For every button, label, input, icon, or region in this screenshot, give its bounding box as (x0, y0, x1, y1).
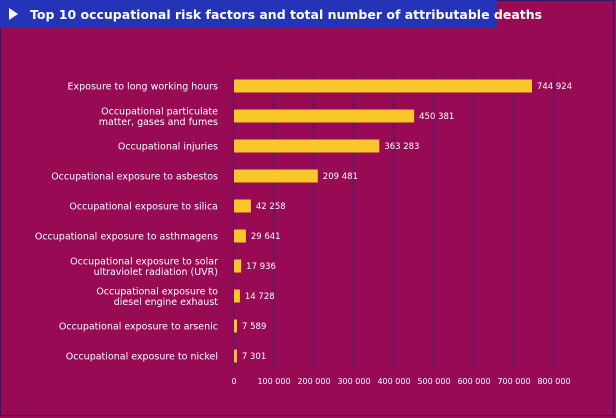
bar (234, 289, 240, 303)
bar-value-label: 14 728 (245, 292, 275, 302)
bar (234, 349, 237, 363)
x-tick-label: 600 000 (457, 377, 490, 386)
category-label-line: Occupational exposure to asthmagens (35, 232, 218, 243)
bar-value-label: 7 589 (242, 322, 266, 332)
x-tick-label: 700 000 (497, 377, 530, 386)
category-label-line: Occupational injuries (118, 142, 218, 153)
bar-value-label: 744 924 (537, 82, 572, 92)
category-label-line: ultraviolet radiation (UVR) (94, 267, 218, 278)
category-label: Occupational exposure to solar ultraviole… (70, 256, 218, 278)
x-tick-label: 300 000 (337, 377, 370, 386)
category-label: Occupational exposure to arsenic (59, 322, 218, 333)
category-label-line: Occupational exposure to solar (70, 256, 218, 267)
category-label: Occupational particulate matter, gases an… (99, 106, 218, 128)
category-label: Occupational exposure to asthmagens (35, 232, 218, 243)
x-tick-label: 200 000 (297, 377, 330, 386)
play-icon[interactable] (9, 8, 18, 20)
category-label-line: Occupational exposure to (96, 286, 218, 297)
bar (234, 169, 318, 183)
bar (234, 199, 251, 213)
bar-value-label: 29 641 (251, 232, 281, 242)
x-tick-label: 100 000 (257, 377, 290, 386)
category-label: Occupational exposure to asbestos (51, 172, 218, 183)
x-tick-label: 0 (231, 377, 236, 386)
category-label-line: Exposure to long working hours (68, 82, 219, 93)
x-tick-label: 800 000 (537, 377, 570, 386)
category-label: Occupational exposure to diesel engine ex… (96, 286, 218, 308)
x-tick-label: 400 000 (377, 377, 410, 386)
category-label-line: Occupational particulate (101, 106, 218, 117)
category-label-line: Occupational exposure to arsenic (59, 322, 218, 333)
frame-top-line (497, 0, 614, 1)
bar (234, 229, 246, 243)
bar-value-label: 363 283 (384, 142, 419, 152)
bar (234, 139, 380, 153)
category-label: Occupational injuries (118, 142, 218, 153)
category-label: Exposure to long working hours (68, 82, 219, 93)
bar-value-label: 17 936 (246, 262, 276, 272)
x-tick-label: 500 000 (417, 377, 450, 386)
category-label-line: Occupational exposure to asbestos (51, 172, 218, 183)
chart-title: Top 10 occupational risk factors and tot… (30, 6, 543, 22)
bar (234, 79, 532, 93)
bar-value-label: 42 258 (256, 202, 286, 212)
category-label-line: Occupational exposure to nickel (66, 352, 218, 363)
category-label-line: matter, gases and fumes (99, 117, 218, 128)
bar-value-label: 7 301 (242, 352, 266, 362)
bar-value-label: 209 481 (323, 172, 358, 182)
bar (234, 109, 415, 123)
category-label-line: diesel engine exhaust (114, 297, 219, 308)
category-label-line: Occupational exposure to silica (69, 202, 218, 213)
bar (234, 319, 238, 333)
category-label: Occupational exposure to nickel (66, 352, 218, 363)
title-bar: Top 10 occupational risk factors and tot… (0, 0, 542, 28)
bar-value-label: 450 381 (419, 112, 454, 122)
bar (234, 259, 242, 273)
category-label: Occupational exposure to silica (69, 202, 218, 213)
